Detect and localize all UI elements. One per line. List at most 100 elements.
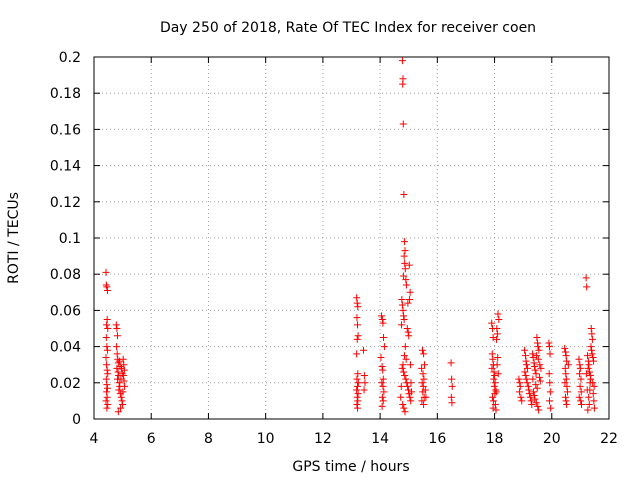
data-point <box>516 379 524 387</box>
data-point <box>577 375 585 383</box>
data-point <box>525 386 533 394</box>
data-point <box>491 379 499 387</box>
data-point <box>401 408 409 416</box>
data-point <box>584 406 592 414</box>
data-point <box>117 364 125 372</box>
data-point <box>527 397 535 405</box>
data-point <box>546 350 554 358</box>
data-point <box>530 391 538 399</box>
data-point <box>564 361 572 369</box>
data-point <box>492 386 500 394</box>
data-points <box>102 57 598 416</box>
data-point <box>399 80 407 88</box>
data-point <box>588 330 596 338</box>
data-point <box>562 348 570 356</box>
x-tick-label: 6 <box>147 431 156 447</box>
data-point <box>522 375 530 383</box>
y-axis-label: ROTI / TECUs <box>6 192 22 284</box>
data-point <box>575 393 583 401</box>
data-point <box>521 352 529 360</box>
data-point <box>525 390 533 398</box>
data-point <box>562 397 570 405</box>
data-point <box>590 404 598 412</box>
data-point <box>588 350 596 358</box>
axis-ticks <box>93 56 610 420</box>
data-point <box>102 397 110 405</box>
data-point <box>561 379 569 387</box>
data-point <box>493 330 501 338</box>
data-point <box>361 379 369 387</box>
data-point <box>523 364 531 372</box>
data-point <box>585 401 593 409</box>
data-point <box>576 382 584 390</box>
data-point <box>102 353 110 361</box>
data-point <box>115 357 123 365</box>
y-tick-label: 0.1 <box>59 231 81 247</box>
data-point <box>491 372 499 380</box>
data-point <box>523 379 531 387</box>
data-point <box>532 381 540 389</box>
data-point <box>494 370 502 378</box>
data-point <box>103 404 111 412</box>
data-point <box>399 306 407 314</box>
data-point <box>530 359 538 367</box>
data-point <box>521 346 529 354</box>
data-point <box>379 366 387 374</box>
y-tick-labels: 0 0.02 0.04 0.06 0.08 0.1 0.12 0.14 0.16 0.18 0.2 <box>50 50 81 428</box>
x-tick-label: 20 <box>543 431 561 447</box>
data-point <box>400 315 408 323</box>
data-point <box>353 375 361 383</box>
data-point <box>537 364 545 372</box>
data-point <box>529 375 537 383</box>
data-point <box>448 382 456 390</box>
data-point <box>354 404 362 412</box>
data-point <box>491 390 499 398</box>
data-point <box>492 388 500 396</box>
data-point <box>113 332 121 340</box>
data-point <box>524 382 532 390</box>
data-point <box>354 370 362 378</box>
data-point <box>531 395 539 403</box>
data-point <box>353 335 361 343</box>
data-point <box>401 372 409 380</box>
data-point <box>419 370 427 378</box>
data-point <box>399 361 407 369</box>
data-point <box>360 386 368 394</box>
data-point <box>103 315 111 323</box>
data-point <box>400 191 408 199</box>
data-point <box>119 388 127 396</box>
data-point <box>545 343 553 351</box>
data-point <box>562 375 570 383</box>
y-tick-label: 0.14 <box>50 159 81 175</box>
data-point <box>115 386 123 394</box>
data-point <box>546 388 554 396</box>
data-point <box>545 339 553 347</box>
data-point <box>488 350 496 358</box>
data-point <box>575 355 583 363</box>
data-point <box>353 386 361 394</box>
data-point <box>401 265 409 273</box>
data-point <box>379 375 387 383</box>
data-point <box>576 364 584 372</box>
y-tick-label: 0.02 <box>50 376 81 392</box>
data-point <box>531 366 539 374</box>
data-point <box>403 325 411 332</box>
data-point <box>103 286 111 294</box>
data-point <box>534 343 542 351</box>
data-point <box>120 361 128 369</box>
data-point <box>562 370 570 378</box>
data-point <box>534 355 542 363</box>
data-point <box>448 375 456 383</box>
data-point <box>585 361 593 369</box>
data-point <box>402 276 410 284</box>
data-point <box>535 406 543 414</box>
data-point <box>533 384 541 392</box>
data-point <box>402 375 410 383</box>
data-point <box>588 346 596 354</box>
data-point <box>448 399 456 407</box>
data-point <box>564 388 572 396</box>
data-point <box>405 261 413 269</box>
data-point <box>113 325 121 332</box>
data-point <box>117 393 125 401</box>
data-point <box>353 350 361 358</box>
